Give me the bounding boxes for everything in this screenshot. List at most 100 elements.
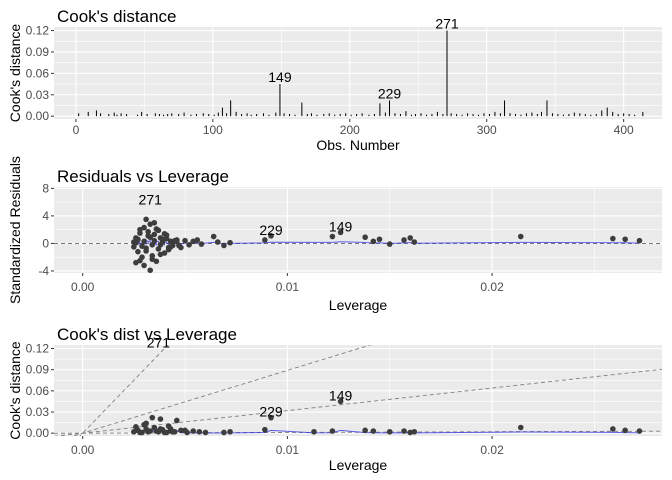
data-point: [141, 262, 147, 269]
y-tick-label: 0.12: [26, 24, 50, 38]
data-point: [622, 427, 628, 434]
y-tick-label: 0.12: [26, 342, 50, 356]
y-axis-label: Cook's distance: [7, 24, 23, 123]
data-point: [137, 226, 143, 233]
y-tick-label: 4: [42, 209, 49, 223]
data-point: [337, 398, 344, 405]
data-point: [163, 235, 170, 242]
data-point: [610, 235, 616, 242]
data-point: [202, 429, 209, 436]
data-point: [149, 241, 156, 248]
x-tick-label: 0.02: [480, 443, 504, 457]
data-point: [221, 429, 227, 436]
data-point: [131, 244, 137, 250]
data-point: [145, 428, 151, 435]
y-tick-label: 0.03: [26, 88, 50, 102]
point-label: 149: [268, 69, 292, 85]
data-point: [151, 231, 158, 238]
reference-line: [71, 345, 372, 436]
point-label: 271: [139, 192, 163, 208]
data-point: [401, 237, 407, 243]
x-tick-label: 100: [203, 123, 223, 137]
y-tick-label: 0.06: [26, 66, 50, 80]
data-point: [329, 428, 336, 434]
data-point: [262, 426, 268, 433]
data-point: [137, 429, 143, 436]
data-point: [161, 230, 168, 237]
data-point: [143, 216, 149, 223]
data-point: [182, 237, 188, 244]
data-point: [311, 428, 317, 435]
data-point: [362, 234, 368, 241]
data-point: [610, 426, 616, 432]
data-point: [194, 237, 201, 243]
y-axis-label: Cook's distance: [7, 341, 23, 440]
data-point: [157, 235, 164, 241]
y-tick-label: 0.00: [26, 426, 50, 440]
y-tick-label: 8: [42, 181, 49, 195]
point-label: 149: [329, 218, 353, 234]
data-point: [161, 429, 168, 436]
data-point: [155, 246, 162, 252]
x-axis-label: Leverage: [329, 297, 388, 313]
data-point: [182, 427, 188, 434]
data-point: [386, 428, 393, 435]
data-point: [167, 426, 174, 432]
data-point: [227, 239, 233, 246]
data-point: [262, 237, 268, 243]
data-point: [268, 233, 274, 239]
chart-title: Cook's distance: [57, 7, 176, 26]
x-tick-label: 0.00: [71, 280, 95, 294]
data-point: [411, 428, 418, 435]
point-label: 149: [329, 387, 353, 403]
x-tick-label: 300: [477, 123, 497, 137]
data-point: [133, 239, 139, 246]
data-point: [214, 239, 221, 245]
data-point: [337, 229, 344, 236]
data-point: [401, 428, 407, 434]
data-point: [636, 237, 643, 244]
data-point: [386, 241, 393, 247]
data-point: [622, 236, 628, 243]
data-point: [157, 251, 164, 258]
data-point: [157, 416, 164, 422]
y-tick-label: -4: [38, 264, 49, 278]
x-tick-label: 0.01: [276, 443, 300, 457]
data-point: [143, 420, 149, 427]
data-point: [329, 233, 336, 240]
data-point: [370, 428, 377, 434]
point-label: 229: [259, 222, 283, 238]
data-point: [517, 233, 524, 240]
data-point: [135, 248, 141, 255]
data-point: [147, 234, 154, 241]
data-point: [198, 241, 205, 247]
x-tick-label: 0.01: [276, 280, 300, 294]
chart-title: Cook's dist vs Leverage: [57, 325, 237, 344]
data-point: [159, 239, 166, 245]
y-axis-label: Standardized Residuals: [7, 156, 23, 304]
data-point: [210, 233, 217, 240]
y-tick-label: 0: [42, 236, 49, 250]
data-point: [376, 236, 383, 243]
data-point: [149, 256, 156, 263]
point-label: 271: [147, 335, 171, 351]
y-tick-label: 0.00: [26, 109, 50, 123]
data-point: [139, 243, 145, 249]
data-point: [149, 414, 156, 421]
data-point: [165, 244, 172, 251]
data-point: [636, 428, 643, 434]
data-point: [151, 219, 158, 226]
data-point: [147, 267, 154, 273]
data-point: [362, 427, 368, 434]
data-point: [141, 238, 147, 245]
data-point: [221, 242, 227, 249]
data-point: [411, 239, 418, 245]
chart-title: Residuals vs Leverage: [57, 167, 229, 186]
data-point: [227, 428, 233, 435]
x-tick-label: 0.02: [480, 280, 504, 294]
x-tick-label: 0.00: [71, 443, 95, 457]
data-point: [190, 428, 197, 434]
data-point: [133, 424, 139, 430]
